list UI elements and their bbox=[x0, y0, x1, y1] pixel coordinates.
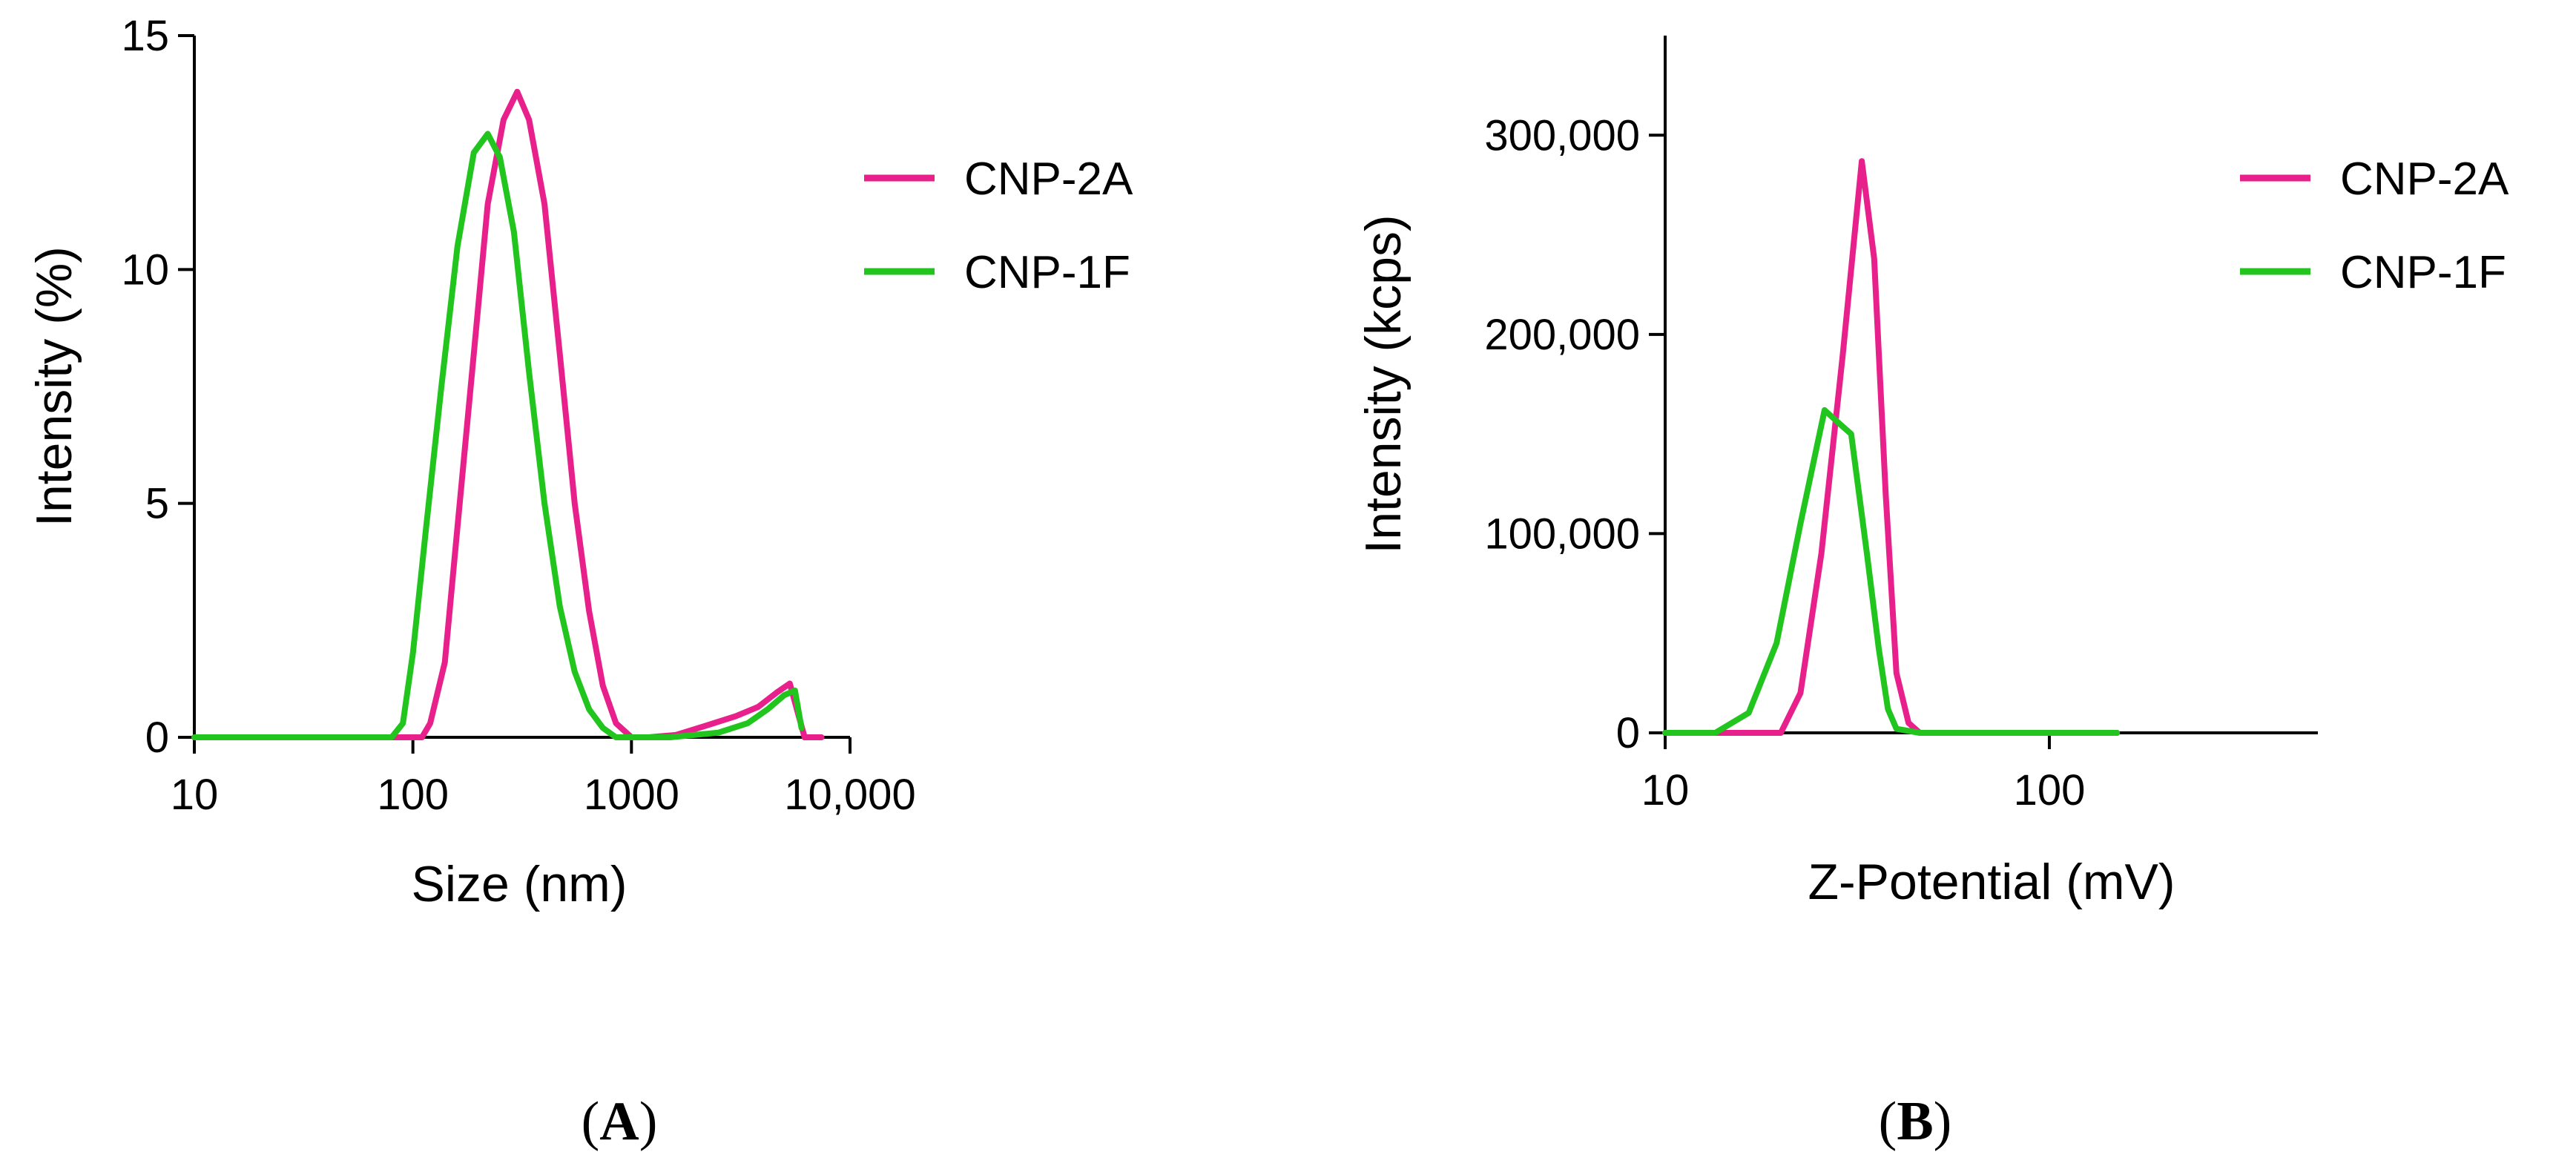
y-tick-label-b: 100,000 bbox=[1484, 510, 1640, 558]
y-tick-label-a: 15 bbox=[121, 12, 169, 60]
series-line-cnp-1f-a bbox=[191, 131, 805, 740]
ticks-a: 10 100 1000 10,000 0 5 10 15 bbox=[121, 12, 915, 819]
y-tick-label-a: 10 bbox=[121, 246, 169, 294]
x-tick-label-a: 1000 bbox=[584, 771, 679, 819]
chart-panel-a: 10 100 1000 10,000 0 5 10 15 Size (nm) Intensit… bbox=[26, 12, 1133, 1152]
x-axis-title-a: Size (nm) bbox=[412, 856, 627, 912]
y-axis-title-a: Intensity (%) bbox=[26, 246, 82, 527]
x-tick-label-a: 100 bbox=[377, 771, 449, 819]
ticks-b: 10 100 0 100,000 200,000 300,000 bbox=[1484, 111, 2085, 814]
y-tick-label-b: 300,000 bbox=[1484, 111, 1640, 159]
chart-panel-b: 10 100 0 100,000 200,000 300,000 Z-Potential … bbox=[1355, 36, 2509, 1152]
series-group-a bbox=[191, 88, 825, 740]
series-group-b bbox=[1662, 158, 2121, 736]
panel-label-b: (B) bbox=[1879, 1091, 1952, 1152]
x-tick-label-b: 100 bbox=[2014, 766, 2086, 814]
series-line-cnp-2a-b bbox=[1662, 158, 2121, 736]
y-axis-title-b: Intensity (kcps) bbox=[1355, 214, 1411, 553]
y-tick-label-a: 0 bbox=[145, 714, 169, 762]
legend-a: CNP-2A CNP-1F bbox=[864, 154, 1133, 298]
legend-label-cnp-1f-b: CNP-1F bbox=[2340, 247, 2506, 298]
y-tick-label-a: 5 bbox=[145, 480, 169, 528]
legend-label-cnp-2a-a: CNP-2A bbox=[964, 154, 1133, 205]
legend-b: CNP-2A CNP-1F bbox=[2240, 154, 2509, 298]
y-tick-label-b: 200,000 bbox=[1484, 311, 1640, 359]
panel-label-a: (A) bbox=[582, 1091, 658, 1152]
legend-label-cnp-2a-b: CNP-2A bbox=[2340, 154, 2509, 205]
series-line-cnp-2a-a bbox=[191, 88, 825, 740]
x-tick-label-a: 10 bbox=[171, 771, 219, 819]
legend-label-cnp-1f-a: CNP-1F bbox=[964, 247, 1130, 298]
series-line-cnp-1f-b bbox=[1662, 406, 2121, 736]
y-tick-label-b: 0 bbox=[1616, 709, 1640, 757]
x-tick-label-a: 10,000 bbox=[784, 771, 915, 819]
x-tick-label-b: 10 bbox=[1641, 766, 1690, 814]
x-axis-title-b: Z-Potential (mV) bbox=[1808, 854, 2175, 910]
